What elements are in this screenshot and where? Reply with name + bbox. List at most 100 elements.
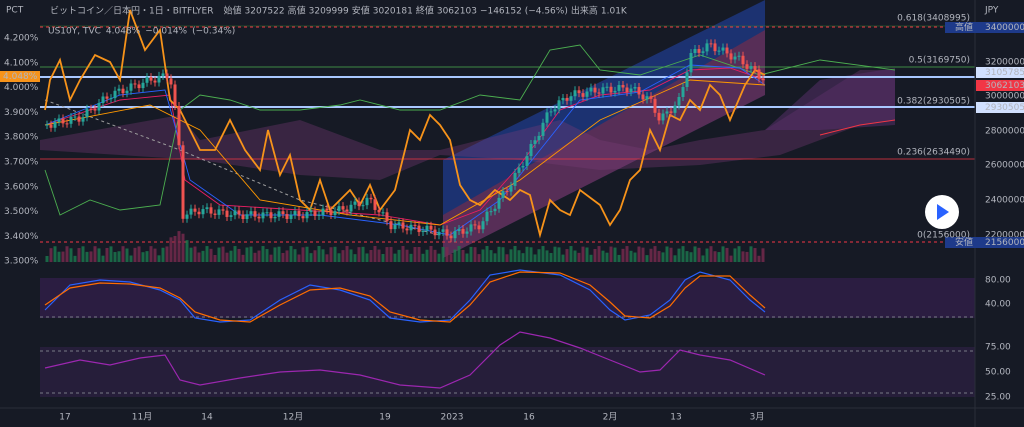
volume-bar bbox=[669, 247, 673, 262]
candle-body bbox=[741, 55, 745, 65]
volume-bar bbox=[605, 252, 609, 262]
rsi-line bbox=[44, 331, 766, 389]
candle-body bbox=[277, 211, 281, 217]
candle-body bbox=[205, 207, 209, 210]
volume-bar bbox=[85, 251, 89, 262]
volume-bar bbox=[81, 246, 85, 262]
volume-bar bbox=[373, 246, 377, 262]
volume-bar bbox=[761, 248, 765, 262]
volume-bar bbox=[365, 253, 369, 262]
left-tick-label: 3.500% bbox=[4, 207, 39, 217]
volume-bar bbox=[245, 247, 249, 262]
candles bbox=[45, 39, 765, 243]
volume-bar bbox=[225, 252, 229, 262]
candle-body bbox=[565, 97, 569, 101]
volume-bar bbox=[153, 248, 157, 262]
low-label: 2156000 bbox=[985, 238, 1024, 248]
label-bg bbox=[945, 22, 1024, 33]
volume-bar bbox=[513, 246, 517, 262]
candle-body bbox=[281, 211, 285, 215]
volume-bar bbox=[689, 252, 693, 262]
volume-bar bbox=[137, 246, 141, 262]
volume-bar bbox=[237, 248, 241, 262]
volume-bar bbox=[613, 247, 617, 262]
high-tag: 高値 bbox=[955, 21, 973, 33]
x-tick-label: 12月 bbox=[283, 412, 303, 423]
volume-bar bbox=[193, 246, 197, 262]
candle-body bbox=[121, 88, 125, 94]
left-current-label: 4.048% bbox=[3, 72, 38, 82]
volume-bar bbox=[725, 247, 729, 262]
volume-bar bbox=[517, 250, 521, 262]
volume-bar bbox=[349, 249, 353, 262]
left-tick-label: 3.900% bbox=[4, 108, 39, 118]
candle-body bbox=[365, 197, 369, 206]
volume-bar bbox=[589, 254, 593, 262]
volume-bar bbox=[165, 246, 169, 262]
candle-body bbox=[57, 118, 61, 122]
volume-bar bbox=[401, 246, 405, 262]
candle-body bbox=[497, 197, 501, 209]
candle-body bbox=[65, 123, 69, 125]
volume-bar bbox=[537, 249, 541, 262]
volume-bar bbox=[93, 246, 97, 262]
candle-body bbox=[373, 199, 377, 210]
volume-bar bbox=[477, 254, 481, 262]
candle-body bbox=[465, 231, 469, 234]
volume-bar bbox=[677, 248, 681, 262]
candle-body bbox=[481, 221, 485, 230]
label-bg bbox=[976, 80, 1024, 91]
candle-body bbox=[729, 53, 733, 60]
volume-bar bbox=[685, 251, 689, 262]
label-bg bbox=[0, 71, 40, 82]
candle-body bbox=[653, 98, 657, 113]
candle-body bbox=[597, 92, 601, 94]
volume-bar bbox=[197, 252, 201, 262]
candle-body bbox=[561, 97, 565, 101]
volume-bar bbox=[661, 252, 665, 262]
volume-bar bbox=[749, 246, 753, 262]
candle-body bbox=[145, 77, 149, 83]
candle-body bbox=[357, 201, 361, 207]
candle-body bbox=[445, 229, 449, 236]
rsi-tick-label: 50.00 bbox=[985, 368, 1011, 378]
volume-bar bbox=[737, 246, 741, 262]
volume-bar bbox=[357, 247, 361, 262]
volume-bar bbox=[633, 252, 637, 262]
volume-bar bbox=[201, 250, 205, 262]
header-volume: 1.01K bbox=[601, 7, 628, 17]
candle-body bbox=[745, 64, 749, 69]
candle-body bbox=[677, 97, 681, 106]
candle-body bbox=[469, 224, 473, 232]
volume-bar bbox=[285, 250, 289, 262]
stoch-band bbox=[40, 278, 975, 318]
candle-body bbox=[125, 90, 129, 94]
candle-body bbox=[265, 212, 269, 214]
x-tick-label: 2月 bbox=[603, 412, 618, 423]
x-tick-label: 11月 bbox=[132, 412, 152, 423]
volume-bar bbox=[601, 250, 605, 262]
volume-bar bbox=[57, 251, 61, 262]
candle-body bbox=[229, 215, 233, 217]
volume-bar bbox=[213, 254, 217, 262]
candle-body bbox=[149, 77, 153, 81]
volume-bar bbox=[209, 248, 213, 262]
volume-bar bbox=[561, 254, 565, 262]
volume-bar bbox=[337, 253, 341, 262]
overlay-change: −0.014% bbox=[145, 27, 187, 37]
volume-bar bbox=[249, 246, 253, 262]
candle-body bbox=[105, 96, 109, 99]
x-tick-label: 3月 bbox=[750, 412, 765, 423]
candle-body bbox=[685, 72, 689, 87]
candle-body bbox=[341, 206, 345, 210]
candle-body bbox=[513, 172, 517, 186]
volume-bar bbox=[77, 248, 81, 262]
candle-body bbox=[217, 209, 221, 215]
volume-bar bbox=[253, 252, 257, 262]
volume-bar bbox=[121, 246, 125, 262]
candle-body bbox=[721, 47, 725, 51]
volume-bar bbox=[473, 247, 477, 262]
candle-body bbox=[329, 210, 333, 215]
candle-body bbox=[505, 191, 509, 193]
play-icon bbox=[937, 204, 949, 220]
